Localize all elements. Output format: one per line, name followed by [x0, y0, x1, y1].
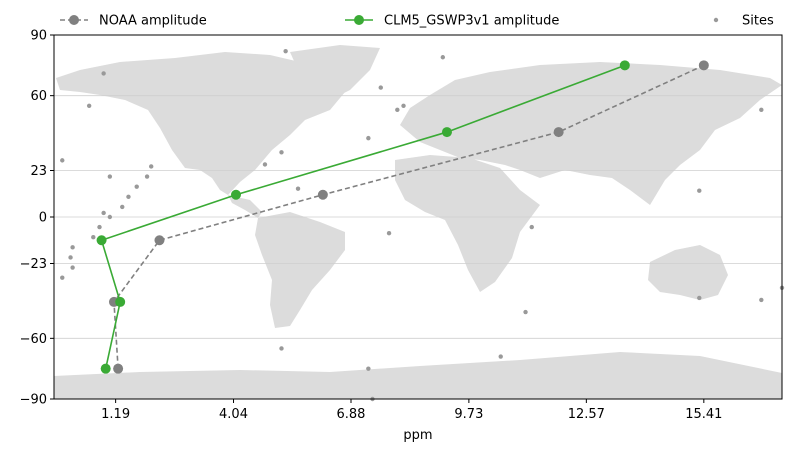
site-point [70, 245, 75, 250]
site-point [279, 150, 284, 155]
x-tick-label: 1.19 [101, 407, 130, 422]
site-point [262, 162, 268, 167]
series-layer [96, 60, 709, 374]
y-tick-label: −23 [20, 257, 47, 272]
x-tick-label: 9.73 [454, 407, 483, 422]
y-tick-label: −60 [20, 332, 47, 347]
legend-marker [69, 15, 79, 25]
series-point-1 [231, 189, 241, 200]
site-point [68, 255, 73, 260]
site-point [440, 55, 446, 60]
series-line-1 [100, 64, 626, 369]
x-tick-label: 12.57 [568, 407, 605, 422]
legend-marker [354, 15, 364, 25]
series-point-1 [441, 127, 452, 138]
series-point-1 [100, 363, 111, 374]
site-point [97, 224, 102, 230]
site-point [149, 164, 154, 169]
site-point [395, 107, 400, 113]
x-tick-label: 15.41 [685, 407, 722, 422]
site-point [107, 174, 113, 179]
site-point [283, 48, 288, 54]
site-point [295, 186, 301, 191]
map-greenland [290, 45, 380, 100]
site-point [86, 103, 92, 108]
site-point [529, 224, 534, 230]
site-point [401, 103, 406, 108]
x-axis-label: ppm [403, 428, 432, 443]
y-tick-label: 60 [30, 89, 47, 104]
map-africa [395, 155, 540, 292]
series-line-0 [113, 64, 705, 369]
site-point [697, 295, 702, 301]
site-point [134, 184, 139, 189]
site-point [759, 297, 764, 303]
sites-layer [60, 48, 785, 402]
site-point [120, 204, 125, 210]
map-north-america [56, 52, 345, 195]
series-point-1 [115, 296, 126, 307]
map-south-america [255, 212, 345, 328]
site-point [101, 210, 106, 216]
site-point [366, 135, 371, 141]
series-point-0 [698, 60, 709, 71]
site-point [759, 107, 764, 113]
y-tick-label: 90 [30, 29, 47, 44]
legend: NOAA amplitude CLM5_GSWP3v1 amplitude Site… [60, 14, 774, 29]
series-point-1 [96, 235, 107, 246]
site-point [144, 174, 150, 179]
legend-label: CLM5_GSWP3v1 amplitude [384, 14, 559, 29]
x-tick-label: 6.88 [337, 407, 366, 422]
y-tick-label: 23 [30, 164, 47, 179]
site-point [279, 346, 284, 351]
site-point [386, 230, 392, 236]
site-point [91, 235, 96, 240]
series-point-0 [553, 127, 564, 138]
series-point-0 [154, 235, 165, 246]
series-point-0 [317, 189, 328, 200]
x-axis: 1.19 4.04 6.88 9.73 12.57 15.41 [101, 399, 722, 422]
site-point [523, 309, 528, 315]
site-point [101, 71, 106, 76]
legend-marker [713, 17, 719, 23]
map-central-america [228, 195, 262, 218]
site-point [126, 194, 131, 199]
map-eurasia [400, 62, 782, 205]
site-point [498, 354, 503, 359]
y-tick-label: 0 [39, 211, 47, 226]
site-point [107, 214, 113, 220]
legend-label: Sites [742, 14, 774, 29]
site-point [366, 366, 371, 371]
site-point [697, 188, 702, 193]
x-tick-label: 4.04 [219, 407, 248, 422]
map-antarctica [54, 352, 782, 399]
legend-label: NOAA amplitude [99, 14, 207, 29]
site-point [70, 265, 75, 270]
series-point-1 [619, 60, 630, 71]
site-point [60, 158, 65, 163]
series-point-0 [113, 363, 124, 374]
y-axis: 90 60 23 0 −23 −60 −90 [20, 29, 54, 408]
site-point [378, 85, 383, 90]
y-tick-label: −90 [20, 393, 47, 408]
site-point [60, 275, 65, 280]
map-australia [648, 245, 728, 300]
